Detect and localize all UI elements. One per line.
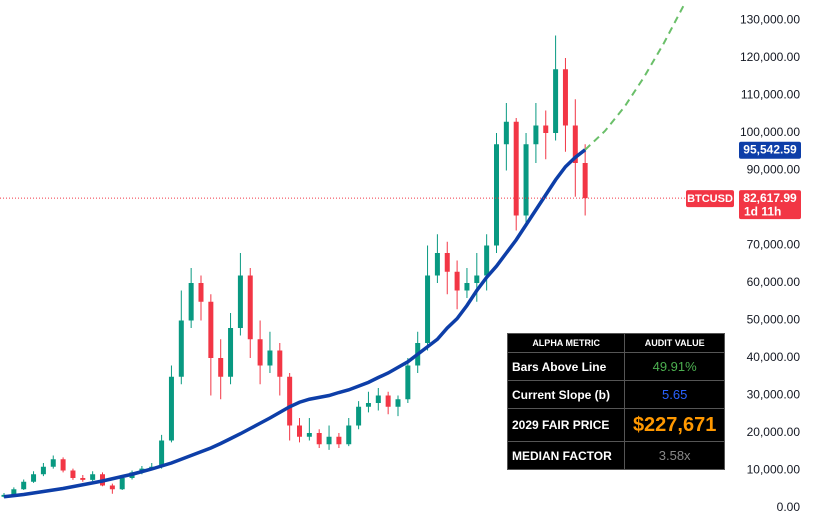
candle-body	[316, 433, 322, 445]
candle-body	[513, 121, 519, 216]
candle-body	[297, 425, 302, 437]
candle-body	[375, 395, 381, 403]
header-cell: ALPHA METRIC	[506, 333, 626, 353]
candle-body	[346, 425, 352, 445]
candle-body	[306, 433, 312, 437]
y-tick-label: 60,000.00	[747, 275, 801, 289]
candle-body	[198, 283, 204, 302]
candle-body	[543, 125, 549, 133]
metric-name: MEDIAN FACTOR	[506, 441, 626, 470]
candle-body	[444, 253, 450, 272]
candle-body	[582, 163, 588, 199]
candle-body	[80, 478, 86, 480]
candle-body	[464, 283, 470, 291]
candle-body	[562, 69, 568, 126]
candle-body	[21, 481, 27, 490]
y-tick-label: 40,000.00	[747, 350, 801, 364]
countdown-label: 1d 11h	[744, 204, 781, 218]
row: MEDIAN FACTOR 3.58x	[506, 441, 725, 470]
candle-body	[31, 474, 37, 482]
candle-body	[287, 376, 293, 426]
candle-body	[109, 485, 115, 490]
fair-value-tag	[739, 141, 801, 159]
candle-body	[533, 125, 539, 145]
candle-body	[503, 121, 509, 145]
y-tick-label: 70,000.00	[747, 238, 801, 252]
y-tick-label: 90,000.00	[747, 163, 801, 177]
candle-body	[188, 283, 194, 321]
candle-body	[257, 339, 263, 366]
candle-body	[168, 376, 174, 441]
header-cell: AUDIT VALUE	[624, 333, 725, 353]
candle-body	[484, 245, 490, 276]
row: 2029 FAIR PRICE $227,671	[506, 408, 725, 442]
candle-body	[50, 459, 56, 467]
metrics-table: ALPHA METRIC AUDIT VALUE Bars Above Line…	[506, 333, 725, 470]
candle-body	[474, 275, 480, 283]
symbol-label: BTCUSD	[687, 193, 733, 205]
projection-line	[584, 5, 685, 151]
candle-body	[70, 470, 76, 478]
symbol-tag	[686, 190, 734, 208]
metric-name: Bars Above Line	[506, 352, 626, 381]
candle-body	[247, 275, 253, 340]
candle-body	[336, 436, 342, 445]
candle-body	[523, 144, 529, 216]
y-tick-label: 0.00	[777, 500, 801, 514]
row: Bars Above Line 49.91%	[506, 352, 725, 381]
candle-body	[11, 489, 17, 495]
candle-body	[385, 395, 391, 407]
candle-body	[494, 144, 499, 246]
metric-value: 49.91%	[624, 352, 725, 381]
y-tick-label: 50,000.00	[747, 313, 801, 327]
y-tick-label: 20,000.00	[747, 425, 801, 439]
candle-body	[434, 253, 440, 276]
metric-value: 5.65	[624, 380, 725, 409]
metric-value: 3.58x	[624, 441, 725, 470]
row: Current Slope (b) 5.65	[506, 380, 725, 409]
candle-body	[405, 365, 411, 400]
candle-body	[365, 403, 371, 407]
candle-body	[208, 301, 214, 358]
fair-value-line	[3, 148, 587, 499]
price-tag-label: 82,617.99	[743, 191, 797, 205]
candle-body	[277, 350, 283, 377]
y-tick-label: 120,000.00	[740, 50, 800, 64]
candle-body	[228, 328, 234, 377]
candle-body	[425, 275, 431, 343]
y-tick-label: 10,000.00	[747, 463, 801, 477]
y-tick-label: 100,000.00	[740, 125, 800, 139]
price-tag	[739, 190, 801, 220]
candle-body	[90, 474, 96, 480]
candle-body	[572, 125, 578, 163]
candle-body	[553, 69, 559, 133]
candle-body	[454, 271, 460, 291]
candle-body	[267, 350, 273, 366]
metric-value: $227,671	[624, 408, 725, 442]
metric-name: 2029 FAIR PRICE	[506, 408, 626, 442]
candle-body	[326, 436, 332, 445]
candle-body	[178, 320, 184, 377]
candle-body	[40, 466, 46, 475]
candle-body	[218, 358, 224, 377]
header-row: ALPHA METRIC AUDIT VALUE	[506, 333, 725, 353]
y-tick-label: 130,000.00	[740, 13, 800, 27]
candle-body	[159, 440, 165, 467]
y-tick-label: 110,000.00	[741, 88, 800, 102]
metric-name: Current Slope (b)	[506, 380, 626, 409]
candle-body	[60, 459, 66, 471]
candle-body	[395, 399, 401, 407]
candle-body	[356, 406, 362, 426]
y-tick-label: 30,000.00	[747, 388, 801, 402]
fair-value-tag-label: 95,542.59	[743, 142, 797, 156]
candle-body	[119, 478, 125, 490]
candle-body	[237, 275, 243, 328]
